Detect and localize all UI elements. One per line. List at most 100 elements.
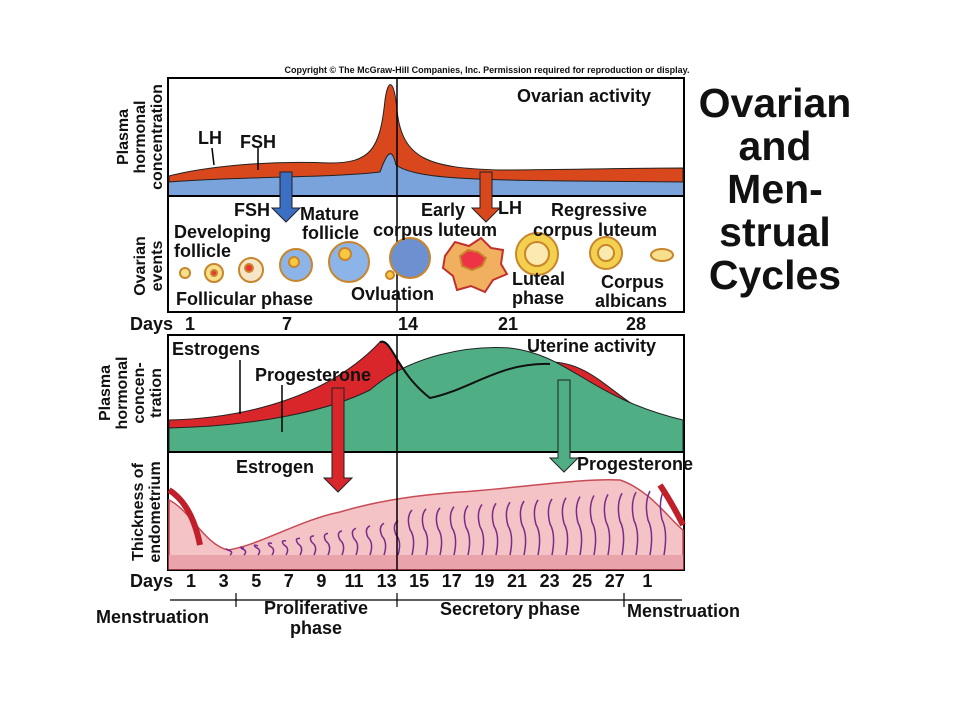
label: LH [498, 198, 522, 218]
label: phase [512, 288, 564, 308]
gland [421, 508, 429, 556]
gland [337, 530, 345, 556]
day-label: 7 [282, 314, 292, 334]
days-row: 1 7 14 21 28 [185, 314, 646, 334]
progesterone-arrow [548, 379, 580, 473]
events-panel: FSH LH Developing follicle Mature follic… [132, 78, 685, 313]
estrogen-curve [379, 340, 551, 400]
y-label: endometrium [147, 461, 164, 562]
endometrium-panel: Estrogen Progesterone Thickness of endom… [130, 335, 693, 571]
label: Progesterone [577, 454, 693, 474]
gland [505, 501, 513, 556]
day-label: 11 [344, 571, 363, 591]
label: albicans [595, 291, 667, 311]
menstrual-flow [657, 483, 686, 527]
gland [351, 527, 359, 556]
title-line: Men- [727, 166, 823, 212]
y-label: Thickness of [130, 462, 147, 560]
day-label: 14 [398, 314, 418, 334]
gland [603, 493, 611, 556]
title-line: strual [719, 209, 831, 255]
label: FSH [234, 200, 270, 220]
label: FSH [240, 132, 276, 152]
gland [281, 540, 289, 556]
gland [393, 520, 401, 556]
lh-area [168, 84, 684, 183]
title-line: and [739, 123, 812, 169]
phase-label: Menstruation [96, 607, 209, 627]
menstrual-flow [167, 487, 203, 546]
y-label: Ovarian [132, 236, 149, 296]
label: Early [421, 200, 465, 220]
y-label: tration [148, 368, 165, 418]
day-label: 23 [540, 571, 560, 591]
gland [533, 499, 541, 556]
gland [239, 546, 247, 556]
title-line: Ovarian [699, 80, 852, 126]
label: Developing [174, 222, 271, 242]
label: follicle [302, 223, 359, 243]
phase-label: Secretory phase [440, 599, 580, 619]
day-label: 19 [474, 571, 494, 591]
gland [575, 496, 583, 556]
label: Corpus [601, 272, 664, 292]
days-row: 1 3 5 7 9 11 13 15 17 19 21 23 25 27 1 [186, 571, 652, 591]
gland [463, 505, 471, 556]
gland [435, 507, 443, 556]
day-label: 28 [626, 314, 646, 334]
ovarian-panel: LH FSH Ovarian activity Plasma hormonal … [115, 77, 685, 197]
day-label: 13 [377, 571, 397, 591]
phase-brackets [170, 593, 682, 607]
day-label: 1 [185, 314, 195, 334]
gland [589, 495, 597, 556]
label: Luteal [512, 269, 565, 289]
day-label: 27 [605, 571, 625, 591]
y-label: hormonal [114, 357, 131, 430]
day-label: 21 [507, 571, 527, 591]
gland [407, 509, 415, 556]
y-label: hormonal [132, 101, 149, 174]
gland [617, 492, 625, 556]
gland [449, 506, 457, 556]
gland [645, 490, 653, 556]
day-label: 1 [186, 571, 196, 591]
gland [659, 489, 667, 556]
gland [477, 503, 485, 556]
gland [309, 535, 317, 556]
day-label: 3 [219, 571, 229, 591]
day-label: 21 [498, 314, 518, 334]
heading: Ovarian activity [517, 86, 651, 106]
uterine-panel: Estrogens Progesterone Uterine activity … [97, 334, 685, 453]
y-label: concen- [131, 362, 148, 423]
phase-label: Menstruation [627, 601, 740, 621]
day-label: 9 [316, 571, 326, 591]
gland [561, 497, 569, 556]
estrogen-arrow [322, 387, 354, 493]
glands [225, 489, 667, 556]
label: Progesterone [255, 365, 371, 385]
label: corpus luteum [533, 220, 657, 240]
label: Estrogen [236, 457, 314, 477]
phase-label: phase [290, 618, 342, 638]
heading: Uterine activity [527, 336, 656, 356]
label: follicle [174, 241, 231, 261]
label: corpus luteum [373, 220, 497, 240]
day-label: 5 [251, 571, 261, 591]
gland [295, 537, 303, 556]
gland [323, 532, 331, 556]
basal-layer [169, 555, 683, 569]
gland [379, 522, 387, 556]
label: Mature [300, 204, 359, 224]
days-label: Days [130, 314, 173, 334]
copyright: Copyright © The McGraw-Hill Companies, I… [284, 65, 689, 75]
pointer [211, 147, 215, 166]
label: Regressive [551, 200, 647, 220]
gland [519, 500, 527, 556]
day-label: 15 [409, 571, 429, 591]
progesterone-area [168, 347, 684, 453]
follicles [179, 232, 674, 294]
day-label: 7 [284, 571, 294, 591]
fsh-area [169, 153, 683, 195]
y-label: Plasma [97, 365, 114, 421]
